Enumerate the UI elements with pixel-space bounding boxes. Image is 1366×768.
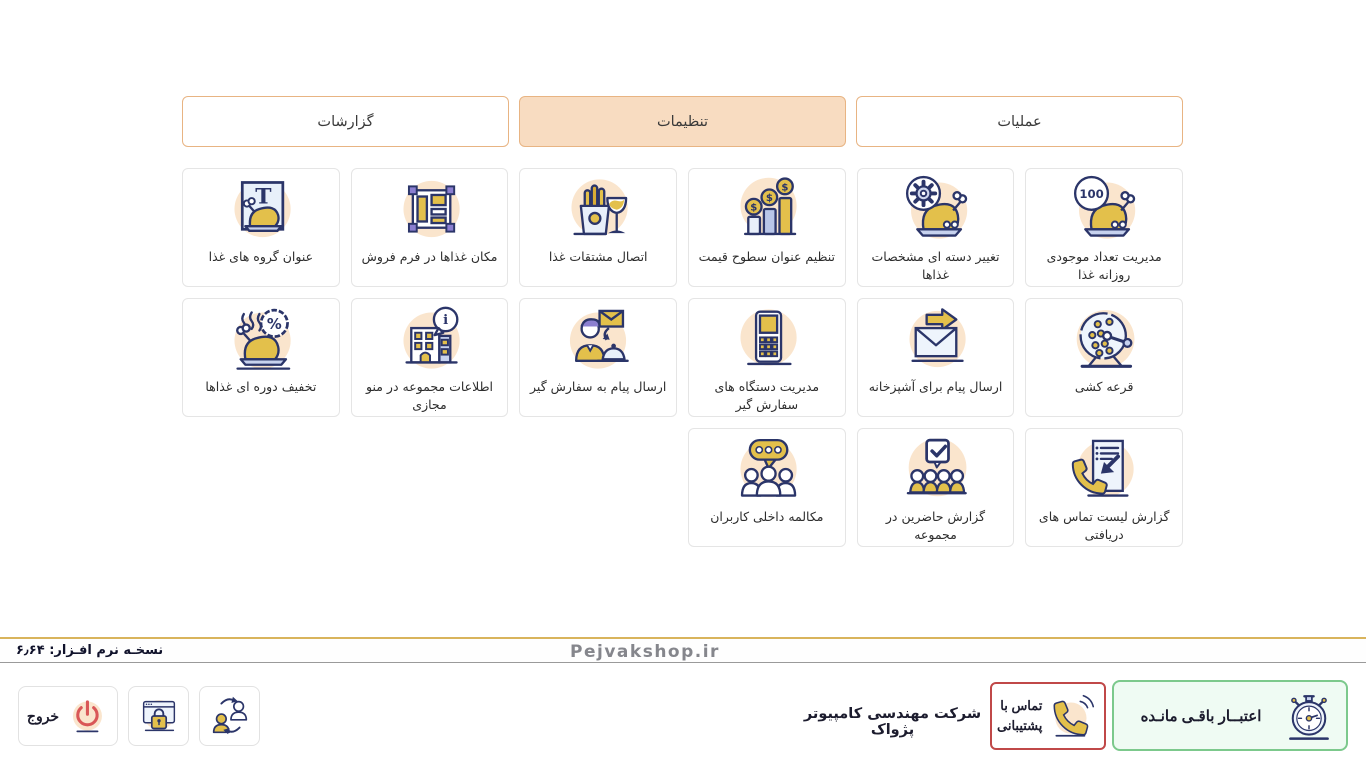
lock-screen-button[interactable] (128, 686, 189, 746)
contact-support-label: تماس با پشتیبانی (997, 698, 1043, 733)
exit-label: خروج (26, 707, 60, 724)
feature-card-label: مدیریت دستگاه های سفارش گیر (714, 379, 820, 412)
tab-bar: عملیات تنظیمات گزارشات (182, 96, 1183, 147)
company-name: شرکت مهندسی کامپیوتر پژواک (803, 706, 982, 738)
feature-card-label: اتصال مشتقات غذا (548, 249, 648, 264)
feature-card[interactable]: اطلاعات مجموعه در منو مجازی (350, 298, 509, 417)
feature-card[interactable]: ارسال پیام برای آشپزخانه (856, 298, 1015, 417)
feature-card[interactable]: اتصال مشتقات غذا (519, 168, 677, 287)
stopwatch-icon (1280, 687, 1338, 745)
feature-card[interactable]: تخفیف دوره ای غذاها (182, 298, 340, 417)
feature-card[interactable]: تنظیم عنوان سطوح قیمت (688, 168, 846, 287)
remaining-credit-label: اعتبــار باقـی مانـده (1140, 707, 1262, 725)
switch-user-button[interactable] (199, 686, 260, 746)
pos-device-icon (728, 300, 806, 378)
feature-card[interactable]: مدیریت تعداد موجودی روزانه غذا (1025, 168, 1183, 287)
feature-card-label: مدیریت تعداد موجودی روزانه غذا (1046, 249, 1162, 282)
feature-card-label: مکالمه داخلی کاربران (710, 509, 824, 524)
feature-grid: مدیریت تعداد موجودی روزانه غذا تغییر دست… (182, 168, 1183, 547)
feature-card[interactable]: قرعه کشی (1025, 298, 1183, 417)
feature-card[interactable]: مکان غذاها در فرم فروش (350, 168, 509, 287)
tab-label: گزارشات (317, 113, 374, 130)
footer-strip: نسخـه نرم افـزار: ۶٫۶۴ Pejvakshop.ir (0, 637, 1366, 663)
tab-label: عملیات (997, 113, 1042, 130)
turkey-count-icon (1065, 170, 1143, 248)
call-log-icon (1065, 430, 1143, 508)
tab-label: تنظیمات (656, 113, 709, 130)
turkey-discount-icon (222, 300, 300, 378)
feature-card[interactable]: عنوان گروه های غذا (182, 168, 340, 287)
tab[interactable]: تنظیمات (519, 96, 846, 147)
exit-button[interactable]: خروج (18, 686, 118, 746)
feature-card[interactable]: گزارش لیست تماس های دریافتی (1025, 428, 1183, 547)
turkey-title-icon (222, 170, 300, 248)
feature-card-label: تخفیف دوره ای غذاها (205, 379, 317, 394)
screen-lock-icon (135, 692, 183, 740)
layout-grid-icon (391, 170, 469, 248)
phone-support-icon (1047, 690, 1099, 742)
feature-card-label: قرعه کشی (1074, 379, 1134, 394)
power-icon (65, 694, 109, 738)
feature-card-label: تنظیم عنوان سطوح قیمت (698, 249, 836, 264)
lottery-drum-icon (1065, 300, 1143, 378)
tab[interactable]: گزارشات (182, 96, 509, 147)
feature-card-label: عنوان گروه های غذا (208, 249, 314, 264)
feature-card[interactable]: ارسال پیام به سفارش گیر (519, 298, 677, 417)
feature-card[interactable]: تغییر دسته ای مشخصات غذاها (856, 168, 1015, 287)
switch-user-icon (206, 692, 254, 740)
feature-card-label: مکان غذاها در فرم فروش (361, 249, 498, 264)
feature-card[interactable]: گزارش حاضرین در مجموعه (856, 428, 1015, 547)
feature-card-label: ارسال پیام به سفارش گیر (530, 379, 667, 394)
feature-card[interactable]: مدیریت دستگاه های سفارش گیر (688, 298, 846, 417)
attendance-icon (897, 430, 975, 508)
feature-card-label: اطلاعات مجموعه در منو مجازی (366, 379, 493, 412)
contact-support-button[interactable]: تماس با پشتیبانی (990, 682, 1106, 750)
turkey-gear-icon (897, 170, 975, 248)
software-version: نسخـه نرم افـزار: ۶٫۶۴ (16, 643, 164, 658)
feature-card[interactable]: مکالمه داخلی کاربران (688, 428, 846, 547)
envelope-arrow-icon (897, 300, 975, 378)
feature-card-label: گزارش حاضرین در مجموعه (885, 509, 986, 542)
fries-drink-icon (559, 170, 637, 248)
tab[interactable]: عملیات (856, 96, 1183, 147)
waiter-message-icon (559, 300, 637, 378)
price-levels-icon (728, 170, 806, 248)
intercom-icon (728, 430, 806, 508)
feature-card-label: تغییر دسته ای مشخصات غذاها (871, 249, 1000, 282)
remaining-credit-button[interactable]: اعتبــار باقـی مانـده (1112, 680, 1348, 751)
website-label: Pejvakshop.ir (570, 642, 720, 662)
building-info-icon (391, 300, 469, 378)
feature-card-label: ارسال پیام برای آشپزخانه (868, 379, 1003, 394)
feature-card-label: گزارش لیست تماس های دریافتی (1038, 509, 1170, 542)
